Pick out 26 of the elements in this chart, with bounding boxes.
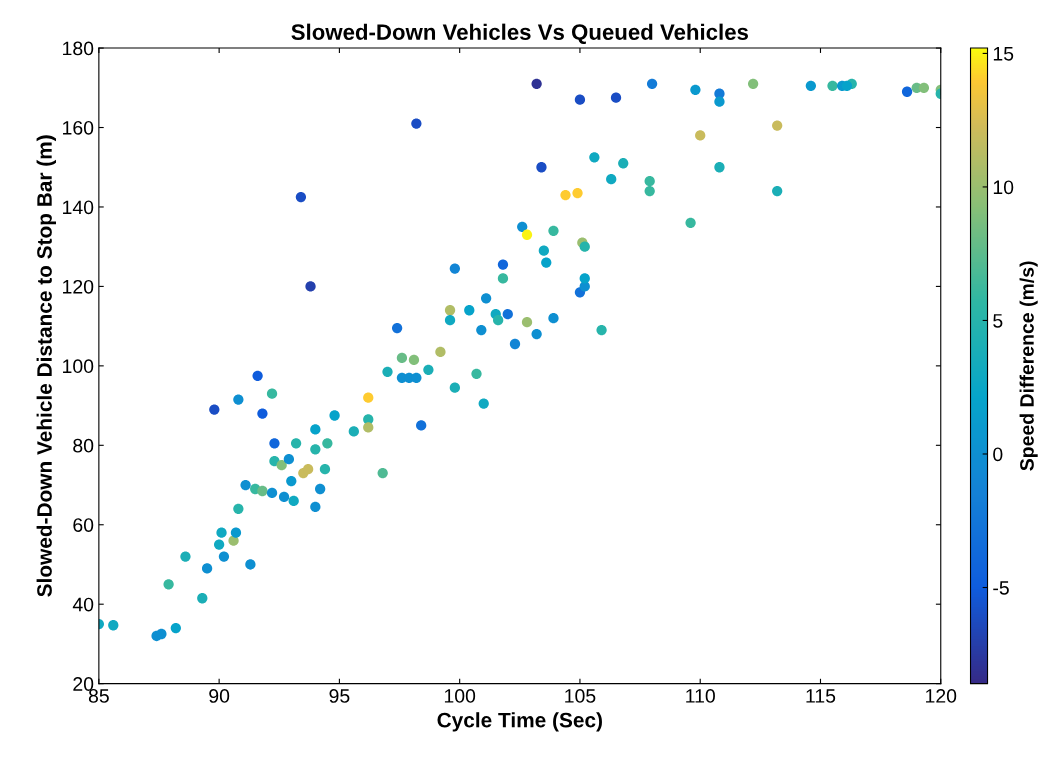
x-tick-label: 85 <box>88 689 109 703</box>
y-tick-label: 160 <box>63 120 94 135</box>
chart-title: Slowed-Down Vehicles Vs Queued Vehicles <box>291 23 749 45</box>
x-tick-label: 105 <box>565 689 596 703</box>
y-tick-label: 100 <box>63 359 94 374</box>
color-bar-title: Speed Difference (m/s) <box>1019 261 1038 471</box>
y-tick-label: 20 <box>73 677 94 691</box>
color-bar-label: 15 <box>993 47 1014 61</box>
x-tick-label: 110 <box>686 689 715 703</box>
y-tick-label: 180 <box>63 41 94 56</box>
x-tick-label: 95 <box>329 689 350 703</box>
x-tick-label: 90 <box>209 689 230 703</box>
color-bar-label: -5 <box>993 581 1009 595</box>
x-tick-label: 115 <box>806 689 836 703</box>
color-bar-label: 5 <box>993 314 1003 328</box>
x-axis-title: Cycle Time (Sec) <box>437 712 602 732</box>
x-tick-label: 100 <box>444 689 476 703</box>
y-tick-label: 80 <box>73 438 94 453</box>
y-tick-label: 60 <box>73 518 94 532</box>
y-tick-label: 120 <box>63 279 94 294</box>
color-bar-label: 0 <box>993 447 1003 462</box>
y-tick-label: 40 <box>72 597 94 612</box>
color-bar-label: 10 <box>993 180 1014 195</box>
y-axis-title: Slowed-Down Vehicle Distance to Stop Bar (m) <box>36 135 56 597</box>
y-tick-label: 140 <box>63 200 94 215</box>
x-tick-label: 120 <box>926 689 957 703</box>
